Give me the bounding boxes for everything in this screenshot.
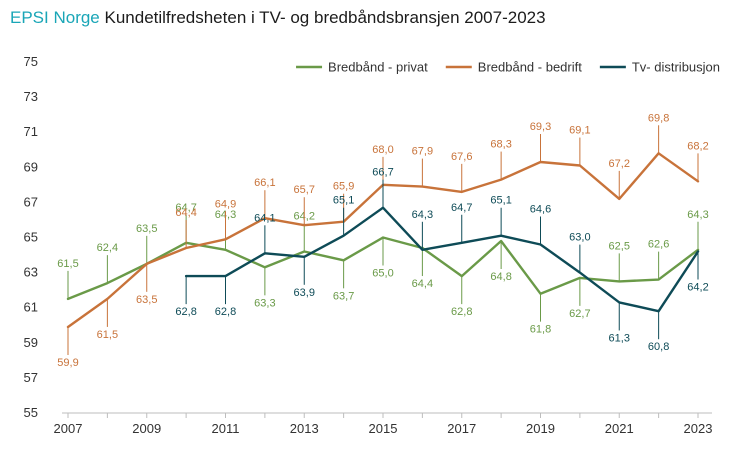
data-label-bedrift: 68,3: [490, 139, 511, 151]
title-text: Kundetilfredsheten i TV- og bredbåndsbra…: [104, 8, 546, 27]
data-label-privat: 63,5: [136, 223, 157, 235]
data-label-privat: 64,4: [412, 278, 433, 290]
data-label-tv: 64,1: [254, 212, 275, 224]
x-tick-label: 2019: [526, 421, 555, 436]
brand-name: EPSI Norge: [10, 8, 100, 27]
data-label-bedrift: 67,2: [609, 158, 630, 170]
x-tick-label: 2007: [54, 421, 83, 436]
data-label-tv: 65,1: [490, 195, 511, 207]
data-label-privat: 62,4: [97, 242, 118, 254]
y-tick-label: 61: [24, 300, 38, 315]
data-label-bedrift: 64,4: [175, 207, 196, 219]
data-label-bedrift: 69,8: [648, 112, 669, 124]
data-label-bedrift: 67,6: [451, 151, 472, 163]
data-label-privat: 63,3: [254, 297, 275, 309]
y-tick-label: 59: [24, 335, 38, 350]
data-label-privat: 63,7: [333, 290, 354, 302]
data-label-tv: 65,1: [333, 195, 354, 207]
y-tick-label: 73: [24, 89, 38, 104]
data-label-privat: 62,5: [609, 240, 630, 252]
data-label-tv: 64,3: [412, 209, 433, 221]
data-label-bedrift: 68,2: [687, 140, 708, 152]
data-label-privat: 61,5: [57, 258, 78, 270]
y-tick-label: 57: [24, 370, 38, 385]
data-label-bedrift: 68,0: [372, 144, 393, 156]
data-label-tv: 63,9: [294, 287, 315, 299]
data-label-privat: 62,7: [569, 308, 590, 320]
data-label-tv: 63,0: [569, 232, 590, 244]
data-label-privat: 64,7: [175, 202, 196, 214]
data-label-bedrift: 64,9: [215, 198, 236, 210]
x-tick-label: 2023: [684, 421, 713, 436]
y-tick-label: 63: [24, 265, 38, 280]
data-label-tv: 64,2: [687, 282, 708, 294]
y-tick-label: 71: [24, 124, 38, 139]
data-label-bedrift: 59,9: [57, 357, 78, 369]
data-label-bedrift: 67,9: [412, 146, 433, 158]
data-label-tv: 64,6: [530, 204, 551, 216]
data-label-tv: 64,7: [451, 202, 472, 214]
legend-label-tv: Tv- distribusjon: [632, 60, 720, 75]
data-label-bedrift: 65,9: [333, 181, 354, 193]
data-label-bedrift: 69,3: [530, 121, 551, 133]
y-tick-label: 69: [24, 159, 38, 174]
y-tick-label: 55: [24, 405, 38, 420]
data-label-bedrift: 63,5: [136, 294, 157, 306]
data-label-privat: 64,3: [687, 209, 708, 221]
x-tick-label: 2015: [369, 421, 398, 436]
y-tick-label: 67: [24, 194, 38, 209]
legend-label-bedrift: Bredbånd - bedrift: [478, 60, 582, 75]
data-label-privat: 65,0: [372, 268, 393, 280]
x-tick-label: 2009: [132, 421, 161, 436]
data-label-bedrift: 69,1: [569, 125, 590, 137]
series-line-tv: [184, 206, 700, 313]
y-tick-label: 65: [24, 230, 38, 245]
y-tick-label: 75: [24, 54, 38, 69]
x-tick-label: 2013: [290, 421, 319, 436]
data-label-privat: 62,6: [648, 239, 669, 251]
x-tick-label: 2021: [605, 421, 634, 436]
data-label-privat: 61,8: [530, 324, 551, 336]
data-label-bedrift: 65,7: [294, 184, 315, 196]
data-label-tv: 61,3: [609, 332, 630, 344]
data-label-tv: 60,8: [648, 341, 669, 353]
legend-label-privat: Bredbånd - privat: [328, 60, 428, 75]
data-label-bedrift: 61,5: [97, 329, 118, 341]
data-label-privat: 62,8: [451, 306, 472, 318]
x-tick-label: 2017: [447, 421, 476, 436]
chart-title: EPSI Norge Kundetilfredsheten i TV- og b…: [10, 8, 546, 28]
data-label-privat: 64,8: [490, 271, 511, 283]
data-label-tv: 66,7: [372, 167, 393, 179]
data-label-tv: 62,8: [215, 306, 236, 318]
data-label-bedrift: 66,1: [254, 177, 275, 189]
x-tick-label: 2011: [212, 421, 240, 436]
data-label-tv: 62,8: [175, 306, 196, 318]
